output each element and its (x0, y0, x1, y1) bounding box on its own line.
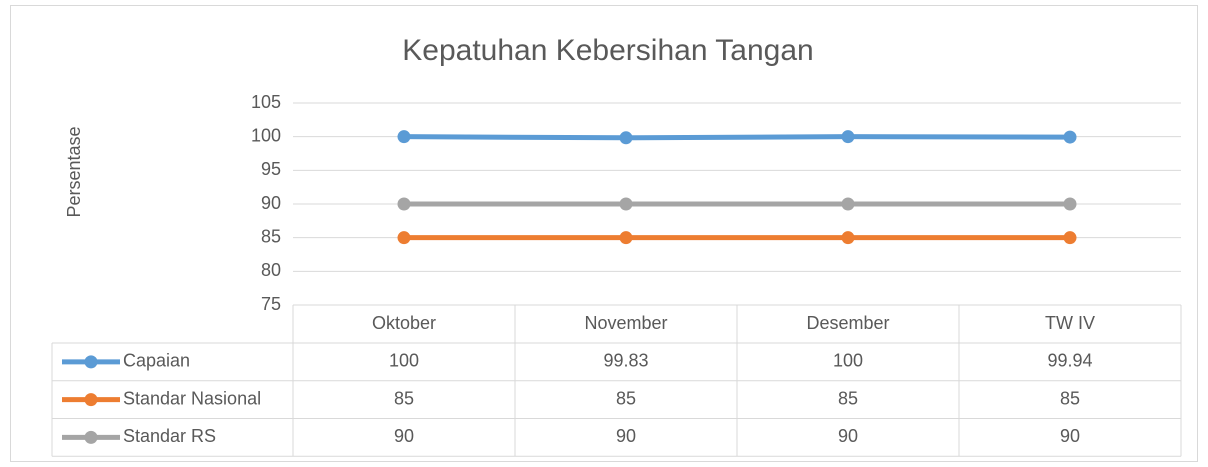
y-tick-label: 75 (261, 294, 281, 314)
series-line (403, 134, 1071, 141)
marker (397, 231, 411, 245)
marker (619, 131, 633, 145)
chart-title: Kepatuhan Kebersihan Tangan (402, 34, 813, 67)
marker (841, 231, 855, 245)
table-value: 85 (838, 388, 858, 408)
x-tick-label: Desember (806, 313, 889, 333)
table-value: 85 (394, 388, 414, 408)
marker (397, 197, 411, 211)
x-tick-label: TW IV (1045, 313, 1095, 333)
table-value: 90 (394, 426, 414, 446)
y-tick-label: 80 (261, 260, 281, 280)
table-value: 99.94 (1047, 351, 1092, 371)
x-tick-label: Oktober (372, 313, 436, 333)
x-tick-label: November (584, 313, 667, 333)
y-axis-label: Persentase (64, 126, 84, 217)
marker (841, 130, 855, 144)
y-tick-label: 90 (261, 193, 281, 213)
legend-label: Standar Nasional (123, 388, 261, 408)
table-value: 99.83 (603, 351, 648, 371)
marker (1063, 130, 1077, 144)
marker (619, 231, 633, 245)
table-value: 85 (616, 388, 636, 408)
y-tick-label: 95 (261, 159, 281, 179)
legend-label: Standar RS (123, 426, 216, 446)
y-tick-label: 105 (251, 92, 281, 112)
marker (619, 197, 633, 211)
legend-marker (84, 430, 98, 444)
y-tick-label: 85 (261, 226, 281, 246)
legend-marker (84, 393, 98, 407)
marker (1063, 231, 1077, 245)
legend-marker (84, 355, 98, 369)
table-value: 90 (616, 426, 636, 446)
marker (397, 130, 411, 144)
chart-frame (10, 5, 1198, 462)
table-value: 100 (833, 351, 863, 371)
y-tick-label: 100 (251, 125, 281, 145)
table-value: 90 (838, 426, 858, 446)
marker (841, 197, 855, 211)
table-value: 100 (389, 351, 419, 371)
table-value: 85 (1060, 388, 1080, 408)
marker (1063, 197, 1077, 211)
table-value: 90 (1060, 426, 1080, 446)
legend-label: Capaian (123, 351, 190, 371)
